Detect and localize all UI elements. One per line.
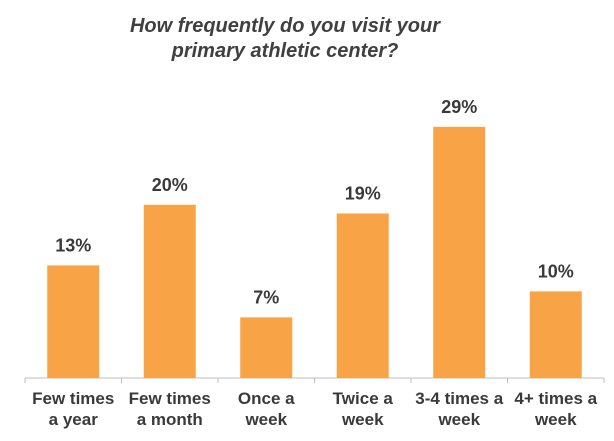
- bar: [47, 265, 100, 378]
- x-tick-label-line: 3-4 times a: [415, 389, 504, 408]
- x-tick-label-line: Few times: [32, 389, 115, 408]
- bar: [240, 317, 293, 378]
- bar: [143, 204, 196, 378]
- chart-title-line-2: primary athletic center?: [171, 40, 399, 62]
- x-tick-label-line: a year: [48, 410, 98, 429]
- bar: [529, 291, 582, 378]
- x-tick-label-line: Twice a: [332, 389, 393, 408]
- x-tick-label-line: Once a: [237, 389, 295, 408]
- x-tick-label-line: week: [534, 410, 577, 429]
- data-label: 19%: [345, 183, 381, 203]
- chart-title: How frequently do you visit your primary…: [0, 14, 570, 64]
- x-tick-label: 3-4 times a week: [411, 388, 507, 430]
- data-label: 10%: [538, 261, 574, 281]
- x-tick-label-line: week: [341, 410, 384, 429]
- x-tick-label-line: 4+ times a: [514, 389, 598, 408]
- x-tick-label: Once a week: [218, 388, 314, 430]
- x-tick-label: Few times a month: [122, 388, 218, 430]
- x-tick-label: Few times a year: [25, 388, 121, 430]
- x-tick-label-line: week: [438, 410, 481, 429]
- data-label: 20%: [152, 175, 188, 195]
- x-tick-label: 4+ times a week: [508, 388, 604, 430]
- bar: [336, 213, 389, 378]
- bar: [433, 126, 486, 378]
- data-label: 29%: [441, 97, 477, 117]
- x-tick-label: Twice a week: [315, 388, 411, 430]
- x-tick-label-line: a month: [136, 410, 203, 429]
- x-tick-label-line: week: [245, 410, 288, 429]
- data-label: 13%: [55, 235, 91, 255]
- chart-title-line-1: How frequently do you visit your: [129, 15, 441, 37]
- data-label: 7%: [253, 287, 279, 307]
- x-tick-label-line: Few times: [128, 389, 211, 408]
